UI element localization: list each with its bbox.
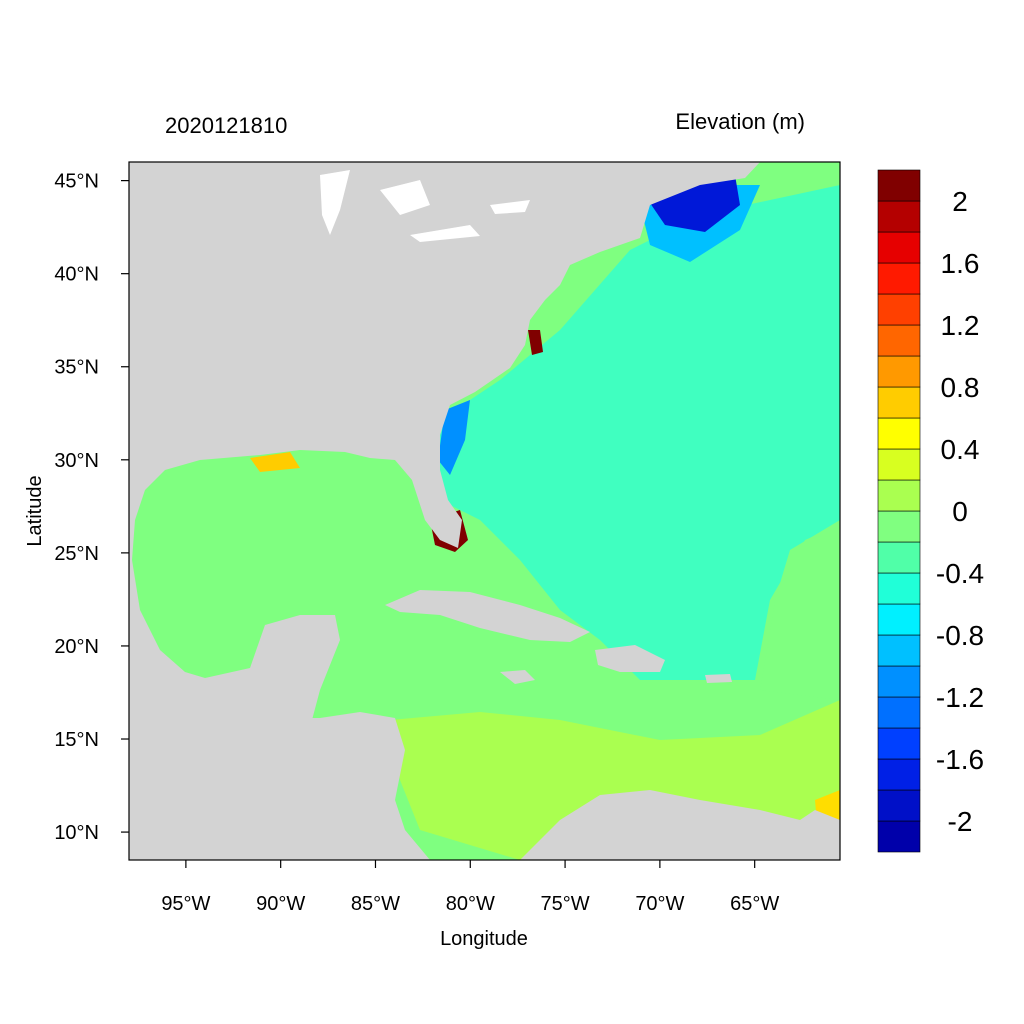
y-tick-label: 30°N [54,450,99,472]
colorbar-swatch [877,355,921,388]
colorbar-label: 1.6 [941,248,980,279]
colorbar-swatch [877,634,921,667]
colorbar-swatch [877,386,921,419]
colorbar [877,169,921,853]
colorbar-label: 2 [952,186,968,217]
y-tick-label: 35°N [54,357,99,379]
colorbar-label: 1.2 [941,310,980,341]
y-tick-label: 45°N [54,171,99,193]
colorbar-label: 0 [952,496,968,527]
colorbar-label: -1.2 [936,682,984,713]
great-lakes [320,170,530,242]
colorbar-swatch [877,262,921,295]
y-tick-label: 25°N [54,543,99,565]
colorbar-swatch [877,665,921,698]
colorbar-swatch [877,231,921,264]
hispaniola-land [595,645,665,672]
colorbar-swatch [877,603,921,636]
cuba-land [385,590,590,642]
y-tick-label: 20°N [54,636,99,658]
x-tick-label: 65°W [730,893,779,915]
colorbar-swatch [877,572,921,605]
colorbar-swatch [877,541,921,574]
colorbar-swatch [877,789,921,822]
gulf-coast-positive [250,452,300,472]
x-tick-label: 85°W [351,893,400,915]
y-tick-label: 10°N [54,822,99,844]
colorbar-swatch [877,820,921,853]
y-axis-ticks: 45°N 40°N 35°N 30°N 25°N 20°N 15°N 10°N [54,171,129,844]
east-atlantic-patch [760,520,840,700]
x-axis-ticks: 95°W 90°W 85°W 80°W 75°W 70°W 65°W [161,860,779,915]
y-axis-label: Latitude [24,475,46,546]
x-tick-label: 95°W [161,893,210,915]
colorbar-swatch [877,417,921,450]
central-america-land [129,712,430,860]
colorbar-swatch [877,169,921,202]
colorbar-labels: -2 -1.6 -1.2 -0.8 -0.4 0 0.4 0.8 1.2 1.6 2 [936,186,984,837]
colorbar-label: 0.4 [941,434,980,465]
colorbar-swatch [877,448,921,481]
colorbar-swatch [877,696,921,729]
x-tick-label: 75°W [541,893,590,915]
map-panel [129,162,840,860]
south-america-land [520,790,840,860]
atlantic-region [440,185,840,680]
y-tick-label: 15°N [54,729,99,751]
colorbar-swatch [877,510,921,543]
colorbar-swatch [877,479,921,512]
colorbar-label: -1.6 [936,744,984,775]
colorbar-swatch [877,200,921,233]
northeast-deep-negative [648,175,740,232]
north-america-land [129,162,760,720]
se-coast-negative [438,400,470,475]
colorbar-swatch [877,758,921,791]
variable-label: Elevation (m) [675,109,805,134]
colorbar-swatch [877,293,921,326]
timestamp-label: 2020121810 [165,113,287,138]
x-tick-label: 90°W [256,893,305,915]
x-axis-label: Longitude [440,928,528,950]
colorbar-swatch [877,727,921,760]
map-frame [128,161,841,861]
colorbar-label: 0.8 [941,372,980,403]
y-tick-label: 40°N [54,264,99,286]
puerto-rico-land [705,674,732,683]
colorbar-label: -0.4 [936,558,984,589]
colorbar-swatch [877,324,921,357]
jamaica-land [500,670,535,684]
x-tick-label: 80°W [446,893,495,915]
colorbar-label: -2 [948,806,973,837]
colorbar-label: -0.8 [936,620,984,651]
x-tick-label: 70°W [635,893,684,915]
carolina-high-anomaly [528,330,543,355]
